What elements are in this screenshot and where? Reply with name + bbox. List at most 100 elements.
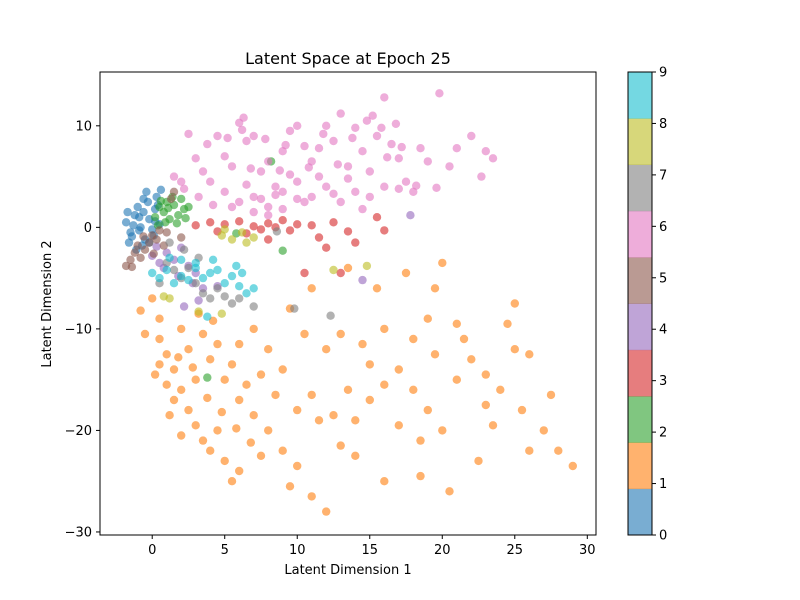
data-point (135, 213, 144, 222)
data-point (177, 431, 186, 440)
data-point (343, 174, 353, 183)
data-point (397, 142, 406, 152)
data-point (155, 273, 164, 283)
colorbar-segment (628, 488, 652, 536)
data-point (198, 167, 208, 176)
y-tick-label: −30 (65, 525, 92, 540)
data-point (150, 370, 160, 379)
data-point (300, 141, 309, 151)
data-point (477, 172, 486, 181)
data-point (165, 253, 174, 262)
data-point (329, 411, 338, 420)
data-point (139, 232, 148, 241)
data-point (452, 144, 461, 153)
data-point (133, 241, 142, 250)
data-point (191, 221, 200, 230)
data-point (300, 197, 309, 207)
data-point (162, 265, 171, 275)
data-point (293, 121, 302, 130)
data-point (264, 157, 273, 166)
data-point (256, 194, 266, 204)
colorbar-segment (628, 118, 652, 165)
data-point (423, 314, 432, 323)
series-class-7 (155, 227, 335, 320)
data-point (264, 202, 273, 212)
data-point (285, 126, 295, 136)
data-point (525, 350, 534, 359)
data-point (380, 93, 389, 102)
data-point (161, 218, 170, 227)
data-point (162, 350, 171, 359)
data-point (191, 279, 200, 288)
data-point (166, 194, 176, 204)
data-point (191, 154, 200, 163)
y-tick-label: 0 (84, 221, 92, 236)
series-class-4 (148, 211, 415, 311)
data-point (401, 268, 411, 278)
data-point (432, 183, 441, 192)
data-point (220, 456, 229, 466)
data-point (203, 312, 212, 321)
data-point (430, 350, 440, 359)
data-point (264, 426, 273, 435)
colorbar-segment (628, 257, 652, 304)
data-point (227, 360, 237, 369)
data-point (459, 334, 469, 344)
data-point (380, 380, 389, 389)
data-point (191, 375, 200, 384)
data-point (249, 192, 258, 202)
data-point (372, 213, 382, 222)
data-point (322, 507, 331, 516)
data-point (129, 221, 138, 230)
data-point (184, 129, 193, 139)
data-point (256, 370, 266, 379)
data-point (150, 213, 160, 222)
data-point (322, 182, 331, 191)
data-point (554, 446, 563, 455)
data-point (179, 184, 189, 193)
data-point (271, 390, 280, 400)
data-point (362, 116, 372, 125)
y-axis: −30 −20 −10 0 10 (65, 119, 100, 540)
data-point (184, 345, 193, 354)
data-point (358, 204, 367, 214)
data-point (177, 324, 186, 334)
data-point (249, 284, 258, 293)
data-point (539, 426, 548, 435)
data-point (372, 284, 382, 293)
data-point (162, 380, 171, 389)
series-class-5 (121, 187, 186, 272)
data-point (261, 134, 270, 144)
data-point (249, 131, 258, 141)
data-point (130, 248, 139, 257)
series-class-3 (191, 213, 389, 278)
data-point (156, 185, 166, 194)
data-point (304, 163, 313, 172)
data-point (198, 273, 208, 283)
data-point (372, 131, 382, 141)
data-point (358, 147, 367, 156)
x-tick-label: 25 (507, 543, 524, 558)
colorbar-tick-label: 3 (659, 374, 667, 389)
data-point (206, 446, 215, 455)
data-point (213, 339, 222, 349)
data-point (343, 263, 353, 273)
data-point (401, 177, 411, 186)
data-point (496, 385, 505, 394)
colorbar-segment (628, 349, 652, 397)
data-point (206, 218, 215, 227)
data-point (177, 177, 186, 186)
data-point (336, 329, 345, 339)
data-point (517, 405, 527, 415)
data-point (293, 461, 302, 471)
series-class-6 (169, 89, 498, 220)
colorbar-tick-label: 5 (659, 271, 667, 286)
colorbar-segment (628, 210, 652, 258)
data-point (285, 226, 295, 235)
x-tick-label: 20 (434, 543, 451, 558)
data-point (336, 268, 345, 278)
data-point (343, 385, 353, 394)
data-point (208, 200, 218, 210)
x-tick-label: 5 (221, 543, 229, 558)
